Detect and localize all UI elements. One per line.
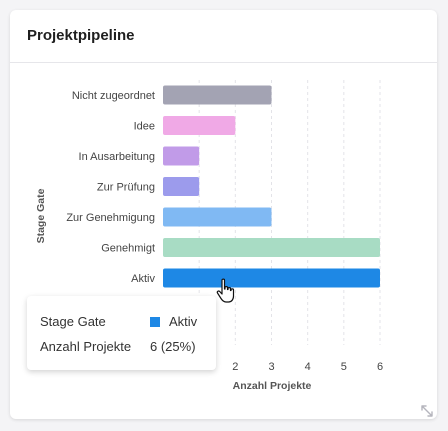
bar-in-ausarbeitung[interactable]: [163, 146, 200, 166]
bar-nicht-zugeordnet[interactable]: [163, 85, 272, 105]
bar-genehmigt[interactable]: [163, 238, 380, 257]
x-tick-label: 4: [305, 361, 311, 373]
tooltip-row-stage-gate: Stage Gate Aktiv: [40, 314, 197, 330]
tooltip-series-swatch: [150, 317, 160, 327]
category-label: Zur Prüfung: [97, 182, 155, 194]
x-tick-label: 3: [268, 361, 274, 373]
bar-aktiv[interactable]: [163, 268, 380, 288]
x-tick-label: 6: [377, 361, 383, 373]
tooltip-count-value: 6 (25%): [150, 339, 196, 354]
tooltip-stage-gate-label: Stage Gate: [40, 314, 106, 329]
y-axis-title: Stage Gate: [35, 188, 47, 243]
category-label: Nicht zugeordnet: [72, 90, 155, 102]
x-tick-labels: 2 3 4 5 6: [232, 361, 383, 373]
x-tick-label: 2: [232, 361, 238, 373]
chart-tooltip: Stage Gate Aktiv Anzahl Projekte 6 (25%): [27, 296, 216, 370]
bars-layer: [163, 85, 380, 318]
bar-zur-prüfung[interactable]: [163, 177, 200, 196]
card-divider: [10, 62, 437, 63]
bar-idee[interactable]: [163, 116, 236, 135]
resize-diagonal-icon[interactable]: [420, 404, 434, 418]
x-tick-label: 5: [341, 361, 347, 373]
tooltip-count-label: Anzahl Projekte: [40, 339, 132, 354]
category-label: Genehmigt: [101, 243, 155, 255]
card-title: Projektpipeline: [27, 27, 135, 44]
bar-zur-genehmigung[interactable]: [163, 207, 272, 227]
category-label: Idee: [134, 121, 155, 133]
category-label: In Ausarbeitung: [79, 151, 155, 163]
category-label: Aktiv: [131, 273, 155, 285]
hand-pointer-icon: [216, 278, 235, 303]
tooltip-row-count: Anzahl Projekte 6 (25%): [40, 339, 196, 355]
tooltip-stage-gate-value: Aktiv: [169, 314, 198, 329]
x-axis-title: Anzahl Projekte: [233, 380, 312, 392]
category-labels: Nicht zugeordnet Idee In Ausarbeitung Zur P…: [66, 90, 155, 316]
category-label: Zur Genehmigung: [66, 212, 155, 224]
